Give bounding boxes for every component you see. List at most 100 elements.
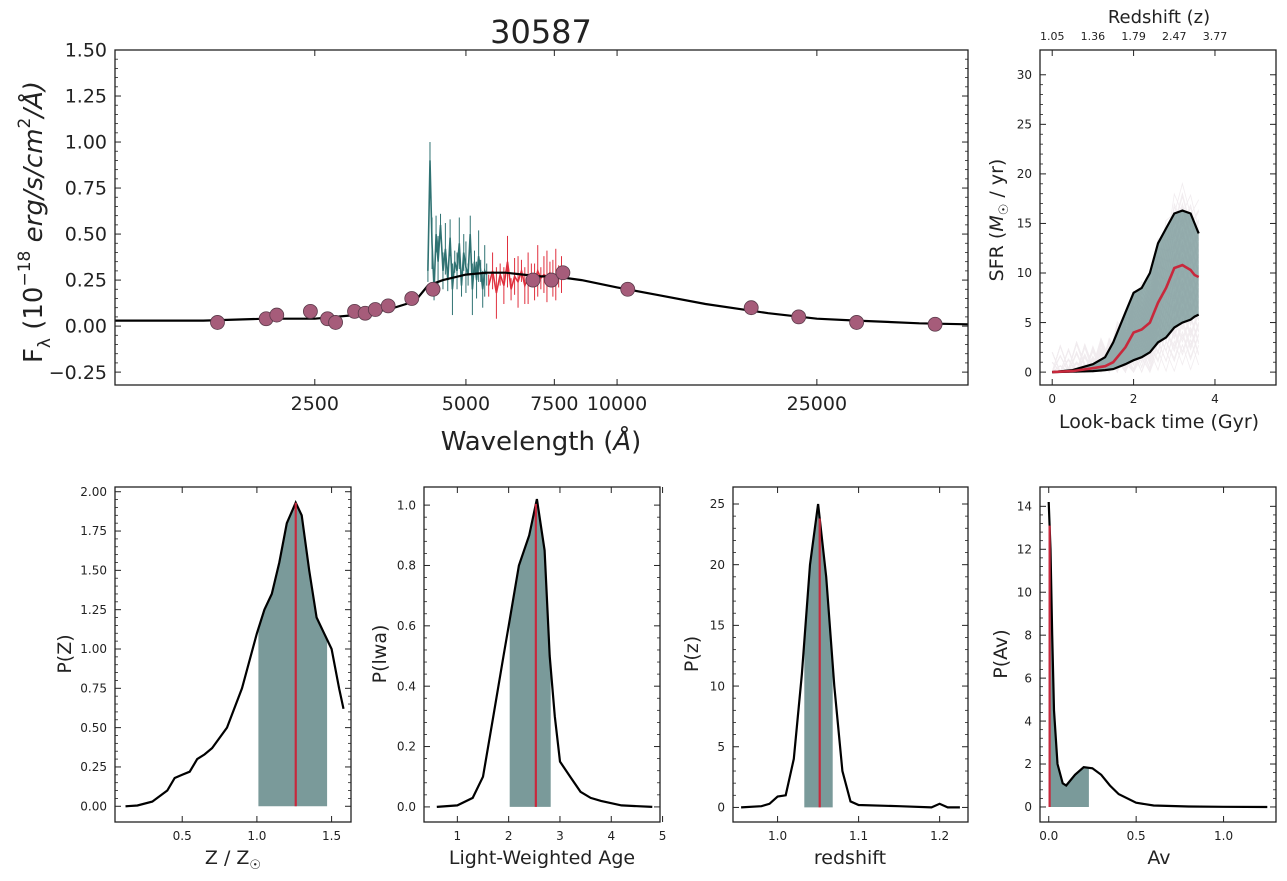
photometry-point [927,316,943,332]
y-tick-label: 0.0 [397,800,416,814]
plot-frame [423,486,661,823]
posterior-curve [1047,501,1268,809]
av-plot-area: 0.0 0.5 1.0 0 2 4 6 8 10 12 14 [1017,486,1277,843]
posterior-curve [125,500,345,808]
plot-frame [114,49,969,386]
plot-frame [732,486,969,823]
photometry-point [404,291,420,306]
y-tick-label: 2.00 [80,485,107,499]
y-tick-label: 0 [1024,800,1032,814]
age-panel: 1 2 3 4 5 0.0 0.2 0.4 0.6 0.8 1.0 Light-Weighted A… [369,486,667,869]
x-tick-label: 1.0 [768,829,787,843]
photometry-point [367,302,383,317]
photometry-point [620,281,636,297]
y-tick-label: 0.00 [80,799,107,813]
age-ylabel: P(lwa) [369,625,391,684]
x-tick-label: 4 [607,829,615,843]
y-tick-label: 15 [710,619,725,633]
spectrum-plot-area: 2500 5000 7500 10000 25000 −0.25 0.00 0.25 0.50 0… [49,40,969,415]
posterior-curve [436,498,653,808]
y-tick-label: 1.75 [80,524,107,538]
photometry-point [210,315,225,330]
av-xlabel: Av [1147,847,1170,869]
y-tick-label: 0.8 [397,559,416,573]
av-ylabel: P(Av) [990,629,1012,678]
redshift-panel: 1.0 1.1 1.2 0 5 10 15 20 25 redshift P(z) [681,486,969,869]
sfr-trace [1051,320,1200,374]
y-tick-label: 0.25 [65,270,107,292]
photometry-point [269,307,285,323]
metallicity-panel: 0.5 1.0 1.5 0.00 0.25 0.50 0.75 1.00 1.25 1.50 1.7… [54,485,352,873]
metallicity-plot-area: 0.5 1.0 1.5 0.00 0.25 0.50 0.75 1.00 1.25 1.50 1.7… [80,485,352,843]
x-tick-label: 1.2 [930,829,949,843]
x-tick-label: 1.5 [322,829,341,843]
y-tick-label: 5 [717,740,725,754]
photometry-point [555,265,571,281]
y-tick-label: 14 [1017,500,1032,514]
redshift-ylabel: P(z) [681,636,703,672]
y-tick-label: 1.00 [65,132,107,154]
metallicity-ylabel: P(Z) [54,634,76,673]
x-tick-label: 1.1 [849,829,868,843]
photometry-point [743,300,759,316]
x-tick-label: 25000 [787,393,847,415]
y-tick-label: 6 [1024,671,1032,685]
x-tick-label: 7500 [530,393,578,415]
y-tick-label: 1.50 [80,564,107,578]
y-tick-label: 1.25 [80,603,107,617]
av-panel: 0.0 0.5 1.0 0 2 4 6 8 10 12 14 Av P(Av) [990,486,1277,869]
plot-frame [1039,49,1277,386]
x-tick-label: 2500 [291,393,339,415]
spectrum-ylabel: Fλ (10−18 erg/s/cm2/Å) [15,81,55,363]
x-tick-label: 0.5 [173,829,192,843]
y-tick-label: 25 [1017,118,1032,132]
x-tick-label: 0.0 [1039,829,1058,843]
x-tick-label: 1 [454,829,462,843]
plot-frame [1039,486,1277,823]
redshift-plot-area: 1.0 1.1 1.2 0 5 10 15 20 25 [710,486,969,843]
y-tick-label: 25 [710,497,725,511]
spectrum-panel: 30587 2500 5000 7500 10000 25000 −0.25 0.00 0.2… [15,13,969,457]
photometry-point [302,303,318,319]
posterior-fill [1048,502,1089,807]
age-plot-area: 1 2 3 4 5 0.0 0.2 0.4 0.6 0.8 1.0 [397,486,667,843]
posterior-curve [741,503,960,809]
sfr-top-title: Redshift (z) [1108,7,1210,28]
y-tick-label: 0.4 [397,679,416,693]
y-tick-label: 0.75 [65,178,107,200]
redshift-xlabel: redshift [814,847,886,869]
y-tick-label: 10 [1017,585,1032,599]
x-tick-label: 0.5 [1127,829,1146,843]
sfr-lower-line [1052,313,1200,374]
sfr-band [1052,210,1199,373]
photometry-point [849,315,865,330]
photometry-point [525,272,541,288]
x-tick-label: 5 [659,829,667,843]
sfr-trace [1051,307,1200,374]
y-tick-label: 0.6 [397,619,416,633]
x-tick-label: 2 [1130,392,1138,406]
y-tick-label: 0.25 [80,760,107,774]
y-tick-label: 0.00 [65,316,107,338]
y-tick-label: 1.50 [65,40,107,62]
teal-spectrum-line [427,160,488,290]
redshift-top-tick-label: 1.36 [1081,30,1106,43]
sfr-ylabel: SFR (M☉ / yr) [986,159,1012,282]
spectrum-title: 30587 [490,13,592,51]
y-tick-label: −0.25 [49,362,107,384]
x-tick-label: 3 [556,829,564,843]
y-tick-label: 0 [1024,365,1032,379]
y-tick-label: 15 [1017,217,1032,231]
redshift-top-tick-label: 1.05 [1040,30,1065,43]
sfr-median-line [1052,263,1200,374]
y-tick-label: 10 [1017,266,1032,280]
x-tick-label: 5000 [442,393,490,415]
plot-frame [114,486,352,823]
y-tick-label: 0.75 [80,682,107,696]
metallicity-xlabel: Z / Z☉ [205,847,261,873]
spectrum-xlabel: Wavelength (Å) [441,425,642,457]
y-tick-label: 8 [1024,628,1032,642]
photometry-point [544,272,559,288]
posterior-fill [804,504,833,808]
